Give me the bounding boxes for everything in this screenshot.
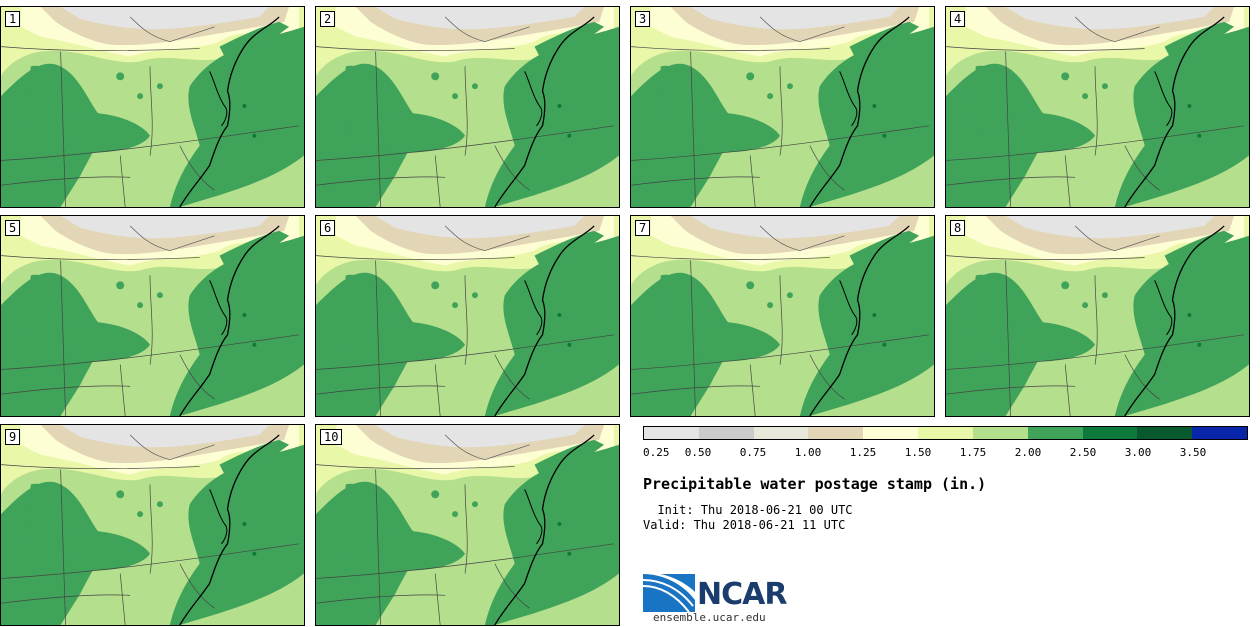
ncar-swoosh-icon bbox=[643, 572, 695, 613]
colorbar-tick: 2.50 bbox=[1069, 446, 1097, 459]
map-icon bbox=[316, 216, 619, 416]
panel-label: 5 bbox=[5, 220, 21, 236]
colorbar-tick: 0.25 bbox=[643, 446, 670, 459]
map-panel-3: 3 bbox=[630, 6, 935, 208]
colorbar-tick: 1.25 bbox=[849, 446, 877, 459]
panel-label: 3 bbox=[635, 11, 651, 27]
colorbar-tick: 2.00 bbox=[1014, 446, 1042, 459]
panel-label: 6 bbox=[320, 220, 336, 236]
colorbar-segment bbox=[863, 427, 919, 439]
colorbar-tick: 0.75 bbox=[739, 446, 767, 459]
map-panel-7: 7 bbox=[630, 215, 935, 417]
panel-label: 9 bbox=[5, 429, 21, 445]
panel-label: 1 bbox=[5, 11, 21, 27]
colorbar-tick: 1.75 bbox=[959, 446, 987, 459]
map-panel-9: 9 bbox=[0, 424, 305, 626]
map-panel-10: 10 bbox=[315, 424, 620, 626]
colorbar-tick: 3.00 bbox=[1124, 446, 1152, 459]
colorbar-tick: 1.50 bbox=[904, 446, 932, 459]
colorbar-segment bbox=[808, 427, 864, 439]
ncar-logo-text: NCAR bbox=[697, 577, 787, 612]
init-time: Init: Thu 2018-06-21 00 UTC bbox=[643, 503, 853, 517]
map-panel-8: 8 bbox=[945, 215, 1250, 417]
panel-label: 4 bbox=[950, 11, 966, 27]
colorbar-tick: 3.50 bbox=[1179, 446, 1207, 459]
colorbar bbox=[643, 426, 1248, 440]
map-icon bbox=[946, 216, 1249, 416]
map-icon bbox=[631, 7, 934, 207]
colorbar-segment bbox=[698, 427, 754, 439]
colorbar-tick: 0.50 bbox=[684, 446, 712, 459]
map-icon bbox=[631, 216, 934, 416]
valid-time: Valid: Thu 2018-06-21 11 UTC bbox=[643, 518, 846, 532]
colorbar-segment bbox=[972, 427, 1028, 439]
map-panel-6: 6 bbox=[315, 215, 620, 417]
map-panel-4: 4 bbox=[945, 6, 1250, 208]
map-icon bbox=[946, 7, 1249, 207]
colorbar-segment bbox=[644, 427, 699, 439]
site-url: ensemble.ucar.edu bbox=[653, 611, 766, 624]
panel-label: 7 bbox=[635, 220, 651, 236]
map-icon bbox=[316, 425, 619, 625]
colorbar-segment bbox=[1027, 427, 1083, 439]
ncar-logo: NCAR bbox=[643, 570, 793, 615]
colorbar-segment bbox=[1192, 427, 1247, 439]
colorbar-tick-labels: 0.25 0.50 0.75 1.00 1.25 1.50 1.75 2.00 2.50 3.00… bbox=[643, 446, 1248, 460]
panel-label: 10 bbox=[320, 429, 343, 445]
colorbar-segment bbox=[918, 427, 973, 439]
panel-label: 8 bbox=[950, 220, 966, 236]
colorbar-segment bbox=[1082, 427, 1138, 439]
map-panel-1: 1 bbox=[0, 6, 305, 208]
map-icon bbox=[1, 7, 304, 207]
map-panel-5: 5 bbox=[0, 215, 305, 417]
map-icon bbox=[1, 425, 304, 625]
colorbar-tick: 1.00 bbox=[794, 446, 822, 459]
figure-title: Precipitable water postage stamp (in.) bbox=[643, 475, 987, 493]
map-icon bbox=[316, 7, 619, 207]
map-icon bbox=[1, 216, 304, 416]
colorbar-segment bbox=[1137, 427, 1193, 439]
colorbar-segment bbox=[753, 427, 809, 439]
panel-label: 2 bbox=[320, 11, 336, 27]
map-panel-2: 2 bbox=[315, 6, 620, 208]
